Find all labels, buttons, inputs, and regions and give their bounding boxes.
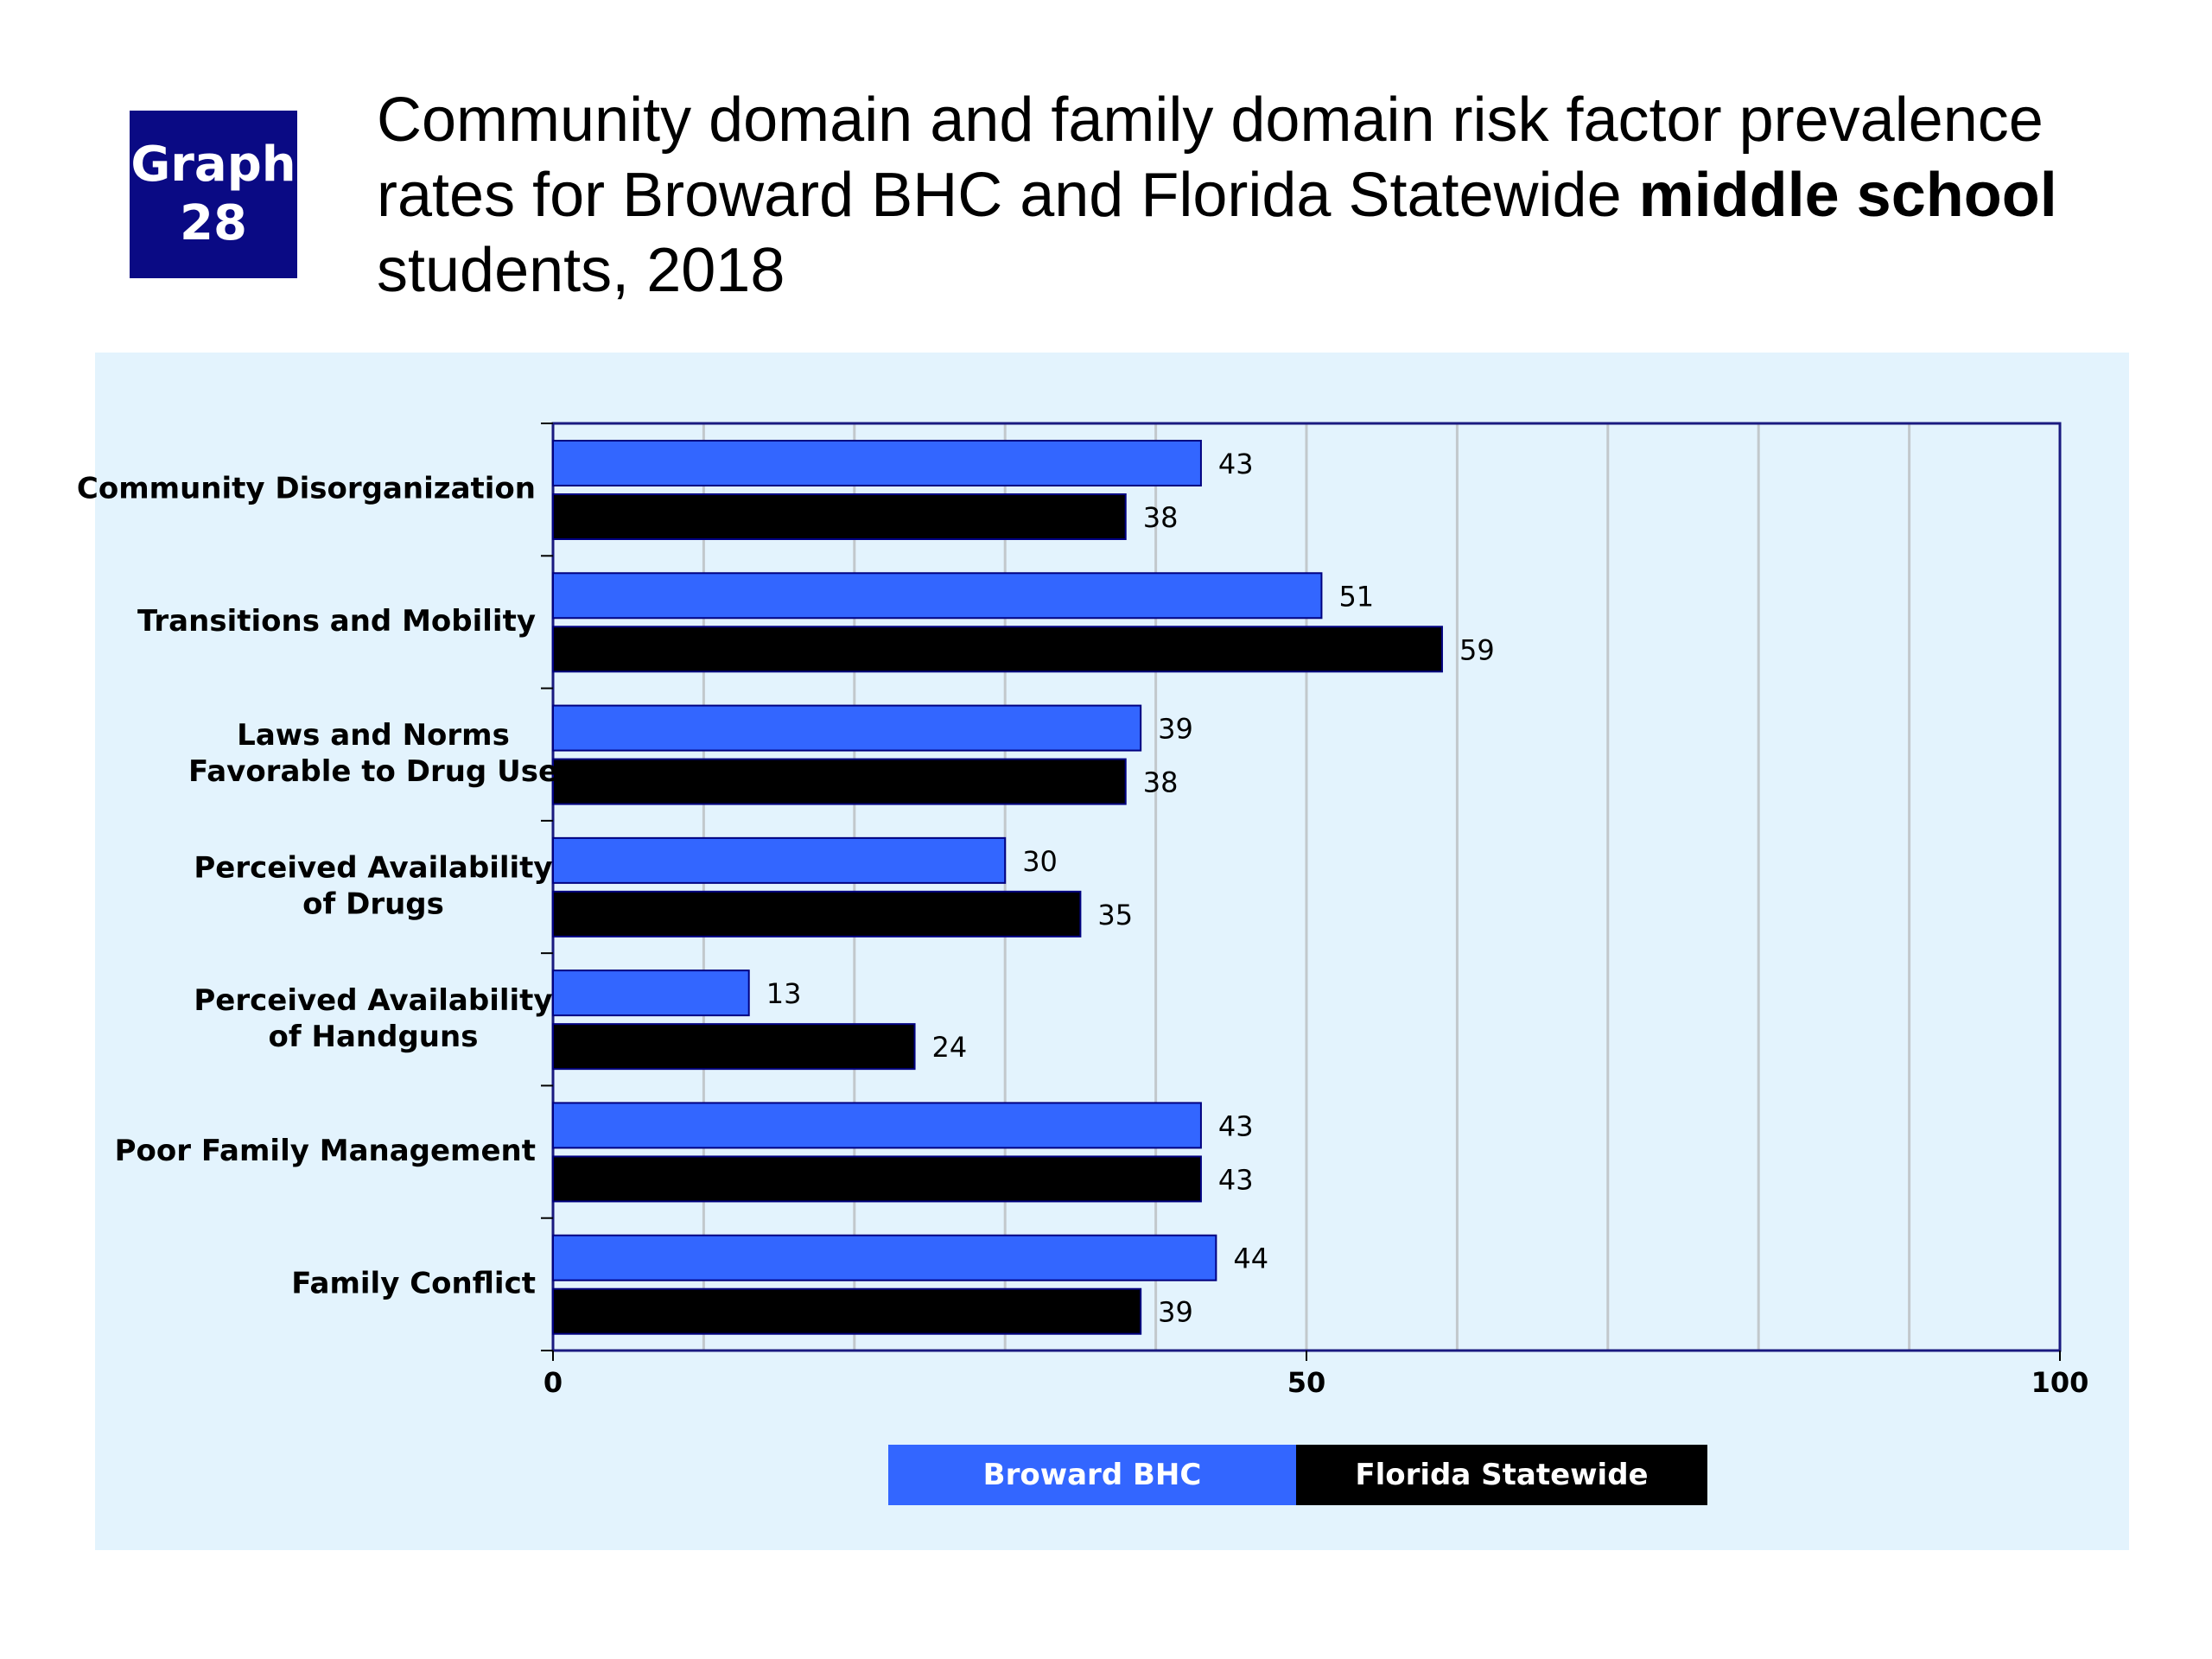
bar-florida	[552, 1155, 1202, 1203]
category-label-line: of Drugs	[302, 887, 444, 922]
category-label: Transitions and Mobility	[137, 604, 536, 639]
legend-label-florida: Florida Statewide	[1355, 1458, 1649, 1492]
category-label: Community Disorganization	[77, 472, 536, 506]
bar-florida	[552, 758, 1127, 805]
bar-florida	[552, 626, 1443, 673]
x-tick-label: 0	[543, 1366, 563, 1399]
category-label-line: Perceived Availability	[194, 983, 552, 1018]
category-label-line: Poor Family Management	[115, 1134, 536, 1168]
legend-item-broward: Broward BHC	[888, 1445, 1296, 1505]
data-label: 38	[1143, 501, 1179, 534]
x-tick-label: 50	[1287, 1366, 1326, 1399]
data-label: 51	[1338, 580, 1374, 613]
bar-florida	[552, 1023, 916, 1071]
legend: Broward BHC Florida Statewide	[888, 1445, 1707, 1505]
bar-florida	[552, 890, 1082, 938]
data-label: 38	[1143, 766, 1179, 799]
data-label: 30	[1022, 845, 1058, 878]
category-label-line: Transitions and Mobility	[137, 604, 536, 639]
category-label-line: Family Conflict	[291, 1266, 536, 1300]
category-label: Laws and Norms Favorable to Drug Use	[188, 718, 558, 789]
title-bold: middle school	[1638, 161, 2057, 230]
title-part2: students, 2018	[377, 236, 785, 305]
bar-broward	[552, 969, 750, 1017]
x-tick-label: 100	[2031, 1366, 2089, 1399]
bar-florida	[552, 493, 1127, 540]
bar-broward	[552, 1234, 1217, 1281]
bar-broward	[552, 440, 1202, 486]
chart-title: Community domain and family domain risk …	[377, 83, 2157, 308]
category-label-line: Laws and Norms	[237, 718, 510, 753]
badge-line2: 28	[180, 195, 247, 251]
bar-florida	[552, 1287, 1142, 1335]
graph-badge: Graph 28	[130, 111, 297, 278]
data-label: 39	[1158, 713, 1193, 746]
bar-broward	[552, 572, 1323, 620]
data-label: 59	[1459, 633, 1495, 666]
bar-broward	[552, 704, 1142, 752]
bar-broward	[552, 1102, 1202, 1149]
legend-item-florida: Florida Statewide	[1296, 1445, 1707, 1505]
category-label: Perceived Availability of Handguns	[194, 983, 552, 1054]
category-label-line: of Handguns	[269, 1020, 479, 1054]
category-label: Family Conflict	[291, 1266, 536, 1300]
category-label: Poor Family Management	[115, 1134, 536, 1168]
badge-line1: Graph	[130, 137, 296, 193]
data-label: 35	[1097, 899, 1133, 931]
data-label: 43	[1218, 1163, 1254, 1196]
data-label: 39	[1158, 1296, 1193, 1329]
data-label: 24	[932, 1031, 968, 1064]
title-part1: Community domain and family domain risk …	[377, 86, 2044, 230]
data-label: 43	[1218, 448, 1254, 480]
category-label: Perceived Availability of Drugs	[194, 851, 552, 922]
category-label-line: Community Disorganization	[77, 472, 536, 506]
category-label-line: Perceived Availability	[194, 851, 552, 886]
data-label: 43	[1218, 1109, 1254, 1142]
data-label: 13	[766, 977, 802, 1010]
category-label-line: Favorable to Drug Use	[188, 754, 558, 789]
data-label: 44	[1233, 1243, 1268, 1275]
bar-broward	[552, 836, 1007, 884]
legend-label-broward: Broward BHC	[982, 1458, 1202, 1492]
